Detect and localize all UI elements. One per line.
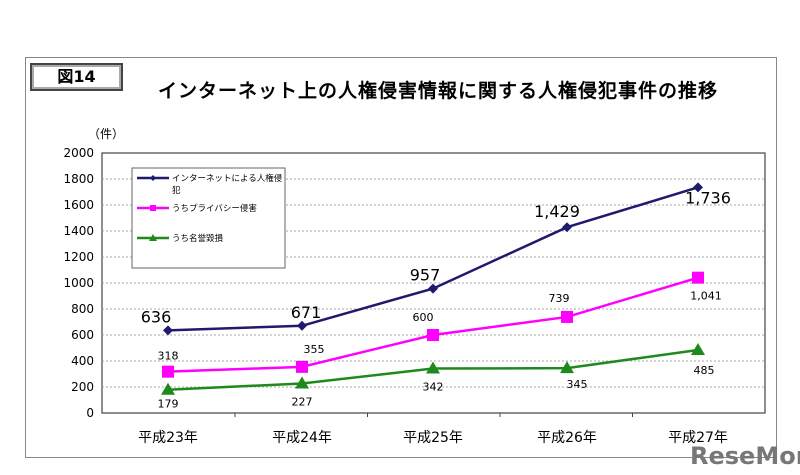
y-tick-label: 400 [71, 354, 94, 368]
data-label: 179 [158, 398, 179, 411]
x-tick-label: 平成23年 [138, 430, 198, 446]
legend-label: インターネットによる人権侵 [172, 173, 283, 184]
data-point [426, 361, 440, 374]
data-point [562, 222, 572, 233]
y-tick-label: 2000 [63, 146, 94, 160]
data-label: 1,736 [685, 188, 731, 207]
y-tick-label: 1400 [63, 224, 94, 238]
data-point [428, 283, 438, 294]
chart-title: インターネット上の人権侵害情報に関する人権侵犯事件の推移 [158, 80, 719, 102]
data-label: 600 [413, 311, 434, 324]
data-label: 485 [694, 364, 715, 377]
data-label: 1,041 [690, 290, 722, 303]
data-point [693, 182, 703, 193]
data-point [297, 320, 307, 331]
data-label: 342 [423, 381, 444, 394]
data-label: 318 [158, 350, 179, 363]
data-point [295, 376, 309, 389]
data-label: 957 [410, 266, 441, 285]
y-tick-label: 1600 [63, 198, 94, 212]
legend-marker [150, 205, 156, 211]
legend-label-cont: 犯 [172, 185, 181, 196]
data-label: 1,429 [534, 202, 580, 221]
data-point [692, 271, 704, 284]
data-point [163, 325, 173, 336]
watermark-logo: ReseMom [690, 442, 800, 470]
data-point [427, 329, 439, 341]
x-tick-label: 平成27年 [668, 430, 728, 446]
data-label: 227 [292, 395, 313, 408]
y-tick-label: 800 [71, 302, 94, 316]
data-label: 355 [304, 343, 325, 356]
data-point [691, 342, 705, 355]
data-point [561, 310, 573, 323]
data-point [560, 361, 574, 374]
legend-label: うちプライバシー侵害 [172, 203, 257, 214]
data-label: 345 [567, 378, 588, 391]
x-tick-label: 平成26年 [537, 430, 597, 446]
legend-marker [150, 175, 156, 181]
legend-marker [149, 234, 157, 241]
y-tick-label: 1000 [63, 276, 94, 290]
data-point [161, 382, 175, 395]
legend [131, 167, 286, 269]
y-tick-label: 1200 [63, 250, 94, 264]
x-tick-label: 平成25年 [403, 430, 463, 446]
data-point [296, 360, 308, 373]
x-tick-label: 平成24年 [272, 430, 332, 446]
legend-label: うち名誉毀損 [172, 233, 224, 244]
y-tick-label: 1800 [63, 172, 94, 186]
data-point [162, 365, 174, 378]
y-tick-label: 600 [71, 328, 94, 342]
data-label: 671 [291, 303, 322, 322]
y-axis-label: （件） [88, 127, 125, 141]
y-tick-label: 0 [86, 406, 94, 420]
figure-label: 図14 [30, 63, 123, 91]
data-label: 739 [549, 292, 570, 305]
chart-frame [25, 57, 777, 458]
y-tick-label: 200 [71, 380, 94, 394]
data-label: 636 [141, 307, 172, 326]
